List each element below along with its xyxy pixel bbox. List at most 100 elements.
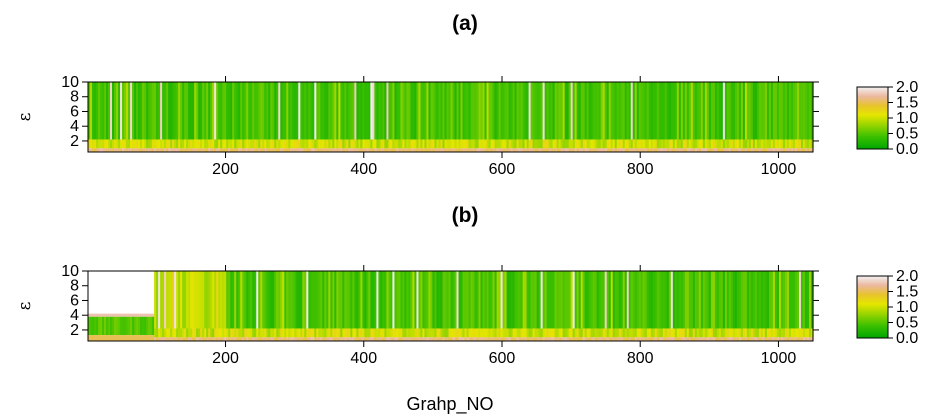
heat-cell bbox=[616, 271, 620, 329]
heat-cell bbox=[374, 337, 377, 341]
heat-cell bbox=[794, 82, 798, 140]
heat-cell bbox=[546, 337, 550, 341]
heat-cell bbox=[252, 139, 255, 149]
heat-cell bbox=[538, 337, 542, 341]
heat-cell bbox=[490, 337, 494, 341]
heat-cell bbox=[352, 328, 355, 338]
heat-cell bbox=[186, 139, 189, 149]
heat-cell bbox=[170, 82, 173, 140]
heat-cell bbox=[616, 82, 620, 140]
heat-cell bbox=[282, 271, 285, 329]
heat-cell bbox=[270, 337, 273, 341]
heat-cell bbox=[118, 316, 121, 336]
heat-cell bbox=[764, 82, 768, 140]
heat-cell bbox=[650, 337, 654, 341]
heat-cell bbox=[184, 337, 187, 341]
heat-cell bbox=[270, 82, 273, 140]
heat-cell bbox=[300, 148, 303, 152]
heat-cell bbox=[800, 148, 804, 152]
heat-cell bbox=[426, 328, 430, 338]
heat-cell bbox=[762, 328, 766, 338]
heat-cell bbox=[110, 313, 113, 317]
heat-cell bbox=[400, 82, 404, 140]
heat-cell bbox=[614, 271, 618, 329]
heat-cell bbox=[202, 148, 205, 152]
heat-cell bbox=[442, 139, 446, 149]
heat-cell bbox=[524, 148, 528, 152]
heat-cell bbox=[224, 82, 227, 140]
heat-cell bbox=[620, 82, 624, 140]
heat-cell bbox=[750, 82, 754, 140]
heat-cell bbox=[486, 82, 490, 140]
heat-cell bbox=[174, 139, 177, 149]
heat-cell bbox=[220, 148, 223, 152]
heat-cell bbox=[344, 337, 347, 341]
heat-cell bbox=[480, 337, 484, 341]
heat-cell bbox=[384, 139, 388, 149]
heat-cell bbox=[658, 82, 662, 140]
heat-cell bbox=[736, 82, 740, 140]
heat-cell bbox=[580, 328, 584, 338]
heat-cell bbox=[660, 271, 664, 329]
heat-cell bbox=[188, 271, 191, 329]
heat-cell bbox=[410, 337, 414, 341]
x-axis-label: Grahp_NO bbox=[406, 394, 493, 415]
heat-cell bbox=[716, 148, 720, 152]
heat-cell bbox=[498, 82, 502, 140]
heat-cell bbox=[580, 148, 584, 152]
heat-cell bbox=[510, 148, 514, 152]
heat-cell bbox=[96, 316, 99, 336]
heat-cell bbox=[164, 271, 167, 329]
heat-cell bbox=[532, 337, 536, 341]
heat-cell bbox=[648, 82, 652, 140]
heat-cell bbox=[582, 148, 586, 152]
heat-cell bbox=[516, 328, 520, 338]
heat-cell bbox=[740, 271, 744, 329]
heat-cell bbox=[712, 337, 716, 341]
heat-cell bbox=[100, 335, 103, 341]
heat-cell bbox=[132, 82, 135, 140]
heat-cell bbox=[112, 148, 115, 152]
heat-cell bbox=[342, 271, 345, 329]
heat-cell bbox=[628, 82, 632, 140]
heat-cell bbox=[548, 328, 552, 338]
heat-cell bbox=[326, 82, 329, 140]
heat-cell bbox=[450, 148, 454, 152]
heat-cell bbox=[228, 139, 231, 149]
heat-cell bbox=[100, 82, 103, 140]
heat-cell bbox=[438, 271, 442, 329]
heat-cell bbox=[718, 139, 722, 149]
heat-cell bbox=[178, 337, 181, 341]
heat-cell bbox=[326, 148, 329, 152]
heat-cell bbox=[446, 82, 450, 140]
heat-cell bbox=[588, 139, 592, 149]
heat-cell bbox=[648, 148, 652, 152]
heat-cell bbox=[352, 148, 355, 152]
heat-cell bbox=[522, 139, 526, 149]
heat-cell bbox=[600, 328, 604, 338]
heat-cell bbox=[214, 328, 217, 338]
heat-cell bbox=[788, 337, 792, 341]
heat-cell bbox=[622, 337, 626, 341]
heat-cell bbox=[142, 148, 145, 152]
panel-b-title: (b) bbox=[452, 204, 479, 227]
heat-cell bbox=[268, 82, 271, 140]
heat-cell bbox=[346, 148, 349, 152]
heat-cell bbox=[670, 271, 674, 329]
heat-cell bbox=[672, 148, 676, 152]
heat-cell bbox=[550, 337, 554, 341]
heat-cell bbox=[544, 139, 548, 149]
heat-cell bbox=[640, 139, 644, 149]
heat-cell bbox=[668, 82, 672, 140]
heat-cell bbox=[100, 139, 103, 149]
heat-cell bbox=[146, 335, 149, 341]
heat-cell bbox=[116, 335, 119, 341]
heat-cell bbox=[718, 82, 722, 140]
heat-cell bbox=[378, 139, 382, 149]
heat-cell bbox=[216, 139, 219, 149]
heat-cell bbox=[144, 313, 147, 317]
heat-cell bbox=[480, 82, 484, 140]
heat-cell bbox=[304, 82, 307, 140]
heat-cell bbox=[296, 139, 299, 149]
heat-cell bbox=[528, 148, 532, 152]
